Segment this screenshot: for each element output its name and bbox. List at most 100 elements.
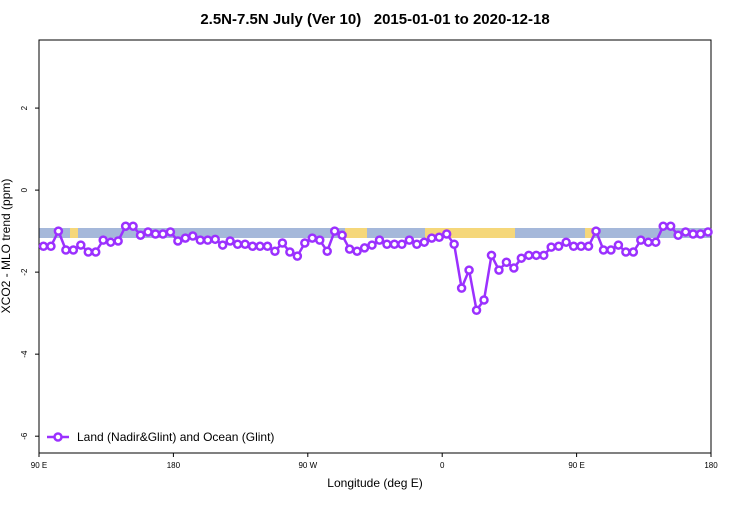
point (202, 235, 213, 245)
point (210, 234, 220, 245)
point (658, 221, 668, 231)
point (300, 238, 310, 248)
point (561, 237, 571, 247)
y-tick-label: 2 (20, 105, 29, 110)
point (285, 247, 295, 257)
y-tick-label: -4 (20, 350, 29, 358)
y-tick-label: -2 (20, 268, 29, 276)
point (404, 235, 415, 245)
point (576, 241, 586, 252)
point (165, 227, 176, 237)
point (382, 239, 392, 249)
point (240, 239, 250, 249)
point (516, 253, 527, 263)
point (367, 240, 377, 250)
point (232, 239, 243, 249)
x-tick-label: 0 (440, 461, 445, 470)
point (53, 226, 64, 236)
map-strip (39, 228, 711, 238)
point (464, 265, 474, 275)
point (479, 295, 489, 305)
point (277, 238, 288, 248)
point (314, 235, 325, 245)
point (225, 236, 235, 246)
point (188, 231, 198, 241)
point (591, 226, 601, 236)
point (217, 240, 228, 250)
point (613, 240, 624, 250)
point (628, 247, 639, 257)
land-patch (585, 228, 593, 238)
point (247, 241, 258, 252)
point (494, 265, 504, 275)
point (680, 227, 691, 237)
point (76, 240, 86, 250)
point (538, 250, 549, 261)
legend-label: Land (Nadir&Glint) and Ocean (Glint) (77, 430, 274, 444)
point (546, 242, 556, 252)
point (173, 236, 183, 246)
ocean-strip (39, 228, 711, 238)
point (509, 263, 519, 273)
point (449, 239, 459, 249)
point (419, 237, 430, 247)
y-axis-label: XCO2 - MLO trend (ppm) (0, 179, 13, 314)
point (583, 241, 594, 252)
point (501, 257, 512, 268)
point (337, 230, 347, 240)
point (329, 226, 340, 236)
point (486, 250, 497, 261)
point (650, 237, 661, 247)
point (688, 229, 698, 239)
point (180, 233, 191, 243)
point (636, 235, 646, 245)
point (553, 241, 564, 252)
point (703, 227, 713, 237)
point (524, 250, 534, 261)
point (195, 235, 206, 245)
point (621, 247, 631, 257)
x-axis-label: Longitude (deg E) (327, 476, 422, 490)
x-tick-label: 90 E (31, 461, 47, 470)
x-tick-label: 90 W (298, 461, 317, 470)
point (255, 241, 265, 252)
point (98, 235, 108, 245)
point (359, 243, 370, 253)
x-tick-label: 180 (704, 461, 718, 470)
point (665, 221, 676, 231)
x-tick-label: 90 E (568, 461, 584, 470)
point (456, 283, 467, 293)
point (374, 235, 385, 245)
point (471, 305, 482, 316)
point (568, 241, 579, 252)
point (412, 239, 422, 249)
point (105, 237, 116, 247)
point (322, 246, 332, 256)
land-patch (425, 228, 515, 238)
point (46, 241, 56, 252)
point (307, 233, 318, 243)
point (598, 245, 609, 255)
point (292, 251, 303, 261)
point (389, 239, 400, 249)
land-patch (70, 228, 78, 238)
y-tick-label: -6 (20, 432, 29, 440)
chart-title: 2.5N-7.5N July (Ver 10) 2015-01-01 to 20… (200, 11, 549, 28)
point (397, 239, 407, 249)
legend-marker (53, 432, 63, 442)
x-tick-label: 180 (167, 461, 181, 470)
point (83, 247, 94, 257)
point (643, 237, 654, 247)
point (352, 246, 362, 256)
point (90, 247, 101, 257)
point (158, 229, 168, 239)
point (673, 230, 683, 240)
point (38, 241, 49, 252)
point (434, 232, 444, 243)
point (695, 229, 706, 239)
point (344, 244, 355, 254)
land-patch (345, 228, 367, 238)
point (113, 236, 123, 246)
point (128, 221, 138, 231)
